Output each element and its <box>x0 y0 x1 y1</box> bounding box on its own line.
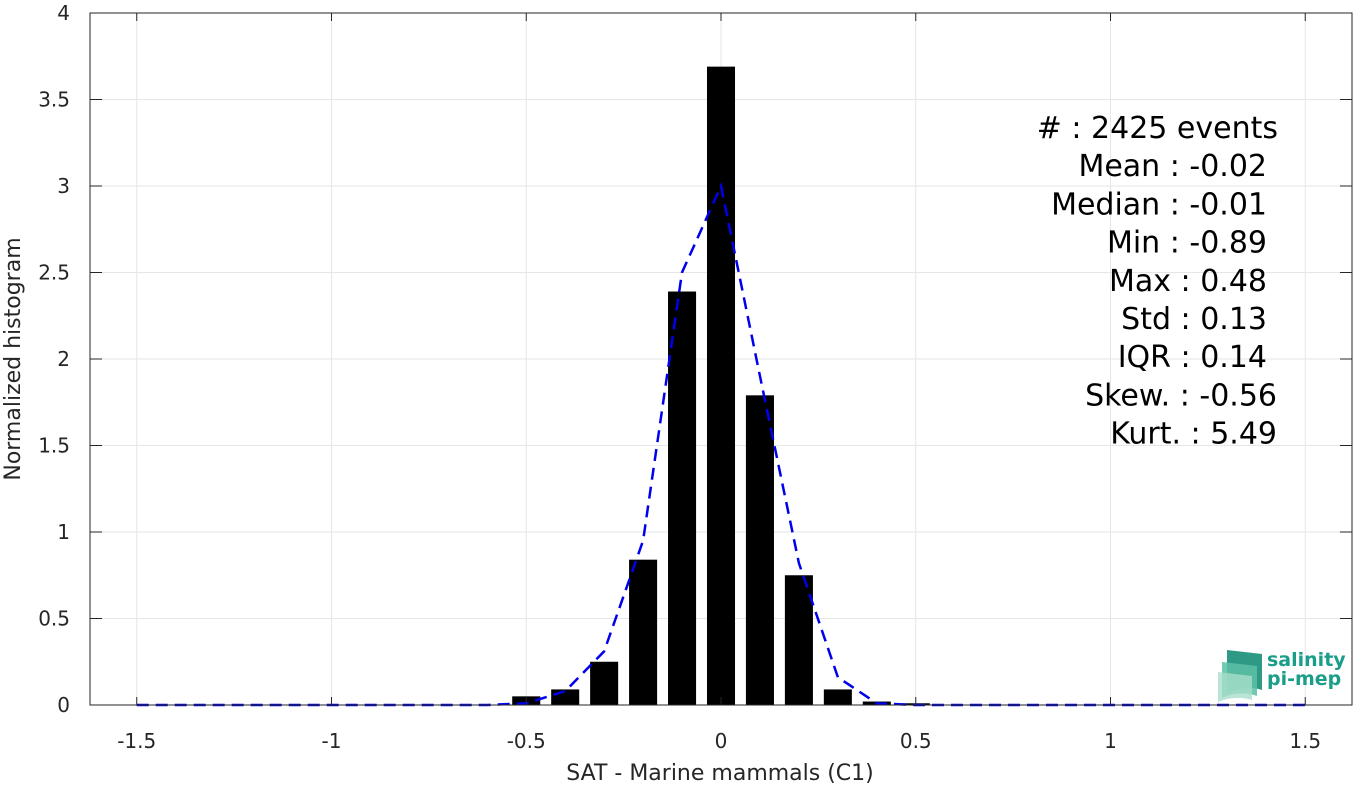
logo-line-1: salinity <box>1267 649 1346 671</box>
y-tick-label: 1.5 <box>38 434 70 458</box>
x-tick-label: 1.5 <box>1289 729 1321 753</box>
histogram-bar <box>668 291 697 705</box>
y-tick-label: 0 <box>57 693 70 717</box>
histogram-bar <box>745 395 774 705</box>
x-tick-label: -0.5 <box>507 729 546 753</box>
x-tick-labels: -1.5 -1 -0.5 0 0.5 1 1.5 <box>117 729 1321 753</box>
logo-line-2: pi-mep <box>1267 668 1341 690</box>
stat-line: Mean : -0.02 <box>1078 149 1267 184</box>
stat-line: Std : 0.13 <box>1121 302 1267 337</box>
x-tick-label: 0 <box>715 729 728 753</box>
histogram-bar <box>629 559 658 705</box>
x-axis-label: SAT - Marine mammals (C1) <box>566 761 874 785</box>
y-tick-label: 2.5 <box>38 261 70 285</box>
y-tick-label: 0.5 <box>38 607 70 631</box>
stat-line: Kurt. : 5.49 <box>1110 417 1277 452</box>
y-tick-label: 3.5 <box>38 88 70 112</box>
ticks <box>90 12 1352 706</box>
y-tick-label: 2 <box>57 347 70 371</box>
stat-line: Min : -0.89 <box>1107 226 1267 261</box>
histogram-bar <box>706 66 736 705</box>
stat-line: Max : 0.48 <box>1109 264 1267 299</box>
y-tick-label: 1 <box>57 520 70 544</box>
salinity-pi-mep-logo: salinity pi-mep <box>1218 649 1346 702</box>
x-tick-label: -1 <box>322 729 342 753</box>
x-tick-label: 1 <box>1104 729 1117 753</box>
histogram-bar <box>590 661 619 705</box>
stat-line: Median : -0.01 <box>1051 187 1267 222</box>
y-tick-labels: 0 0.5 1 1.5 2 2.5 3 3.5 4 <box>38 1 70 717</box>
logo-mark-icon <box>1218 650 1262 702</box>
histogram-bar <box>823 689 852 705</box>
stat-line: IQR : 0.14 <box>1118 340 1267 375</box>
y-axis-label: Normalized histogram <box>1 237 26 480</box>
x-tick-label: -1.5 <box>117 729 156 753</box>
y-tick-label: 4 <box>57 1 70 25</box>
bars <box>512 66 930 705</box>
histogram-bar <box>784 575 813 705</box>
histogram-bar <box>551 689 580 705</box>
y-tick-label: 3 <box>57 174 70 198</box>
fit-curve-line <box>136 181 1306 707</box>
fit-curve-layer <box>136 181 1306 707</box>
stat-line: # : 2425 events <box>1037 111 1278 146</box>
stat-line: Skew. : -0.56 <box>1085 378 1277 413</box>
x-tick-label: 0.5 <box>900 729 932 753</box>
